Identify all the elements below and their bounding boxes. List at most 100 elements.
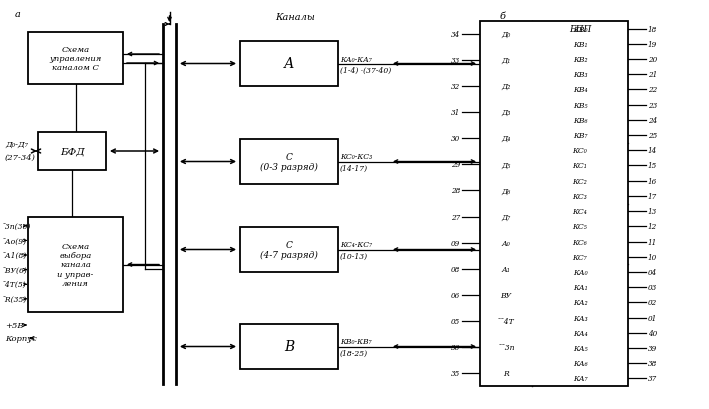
Text: 13: 13 — [648, 208, 657, 216]
Text: КВ₄: КВ₄ — [573, 86, 587, 94]
Text: R: R — [503, 369, 509, 377]
Text: 22: 22 — [648, 86, 657, 94]
Text: Корпус: Корпус — [5, 334, 37, 342]
Text: Д₇: Д₇ — [501, 213, 510, 221]
Text: 20: 20 — [648, 56, 657, 64]
Text: 28: 28 — [451, 187, 460, 195]
Bar — [240, 42, 338, 87]
Bar — [240, 139, 338, 184]
Text: 01: 01 — [648, 314, 657, 322]
Text: Д₅: Д₅ — [501, 161, 510, 169]
Text: КС₄: КС₄ — [573, 208, 587, 216]
Text: КС₀-КС₃: КС₀-КС₃ — [340, 153, 372, 161]
Text: А₀: А₀ — [502, 239, 510, 247]
Text: (10-13): (10-13) — [340, 252, 368, 260]
Text: ¯А1(8): ¯А1(8) — [2, 252, 28, 259]
Text: КА₂: КА₂ — [573, 299, 587, 307]
Text: 03: 03 — [648, 283, 657, 292]
Text: Каналы: Каналы — [275, 13, 315, 22]
Text: 29: 29 — [451, 161, 460, 169]
Text: 09: 09 — [451, 239, 460, 247]
Text: (1-4) ·(37-40): (1-4) ·(37-40) — [340, 66, 391, 74]
Text: Д₀: Д₀ — [501, 31, 510, 39]
Text: 19: 19 — [648, 41, 657, 49]
Text: 27: 27 — [451, 213, 460, 221]
Text: 34: 34 — [451, 31, 460, 39]
Text: 24: 24 — [648, 117, 657, 125]
Text: КА₆: КА₆ — [573, 360, 587, 367]
Bar — [240, 227, 338, 272]
Text: 30: 30 — [451, 135, 460, 143]
Text: Д₁: Д₁ — [501, 57, 510, 65]
Text: КС₃: КС₃ — [573, 192, 587, 200]
Text: 02: 02 — [648, 299, 657, 307]
Text: 10: 10 — [648, 253, 657, 261]
Text: 36: 36 — [451, 343, 460, 351]
Bar — [28, 218, 123, 312]
Text: 38: 38 — [648, 360, 657, 367]
Text: Д₃: Д₃ — [501, 109, 510, 117]
Text: ¯¯3п: ¯¯3п — [497, 343, 515, 351]
Text: 31: 31 — [451, 109, 460, 117]
Text: 16: 16 — [648, 177, 657, 185]
Text: ВУ: ВУ — [501, 291, 512, 299]
Text: (14-17): (14-17) — [340, 164, 368, 172]
Text: КВ₀-КВ₇: КВ₀-КВ₇ — [340, 338, 372, 346]
Text: БФД: БФД — [60, 147, 84, 156]
Text: Схема
управления
каналом С: Схема управления каналом С — [50, 46, 101, 72]
Bar — [480, 22, 628, 386]
Text: (18-25): (18-25) — [340, 348, 368, 357]
Text: КВ₆: КВ₆ — [573, 117, 587, 125]
Text: 35: 35 — [451, 369, 460, 377]
Text: ¯R(35): ¯R(35) — [2, 295, 28, 303]
Text: 23: 23 — [648, 101, 657, 109]
Text: С
(0-3 разряд): С (0-3 разряд) — [260, 152, 318, 172]
Text: 37: 37 — [648, 375, 657, 382]
Text: КС₆: КС₆ — [573, 238, 587, 246]
Text: 11: 11 — [648, 238, 657, 246]
Text: 17: 17 — [648, 192, 657, 200]
Text: КС₅: КС₅ — [573, 223, 587, 231]
Text: КС₄-КС₇: КС₄-КС₇ — [340, 241, 372, 249]
Text: ¯¯4Т: ¯¯4Т — [497, 317, 515, 325]
Text: Д₀-Д₇: Д₀-Д₇ — [5, 141, 28, 148]
Bar — [28, 33, 123, 85]
Text: КВ₅: КВ₅ — [573, 101, 587, 109]
Text: КВ₃: КВ₃ — [573, 71, 587, 79]
Text: 12: 12 — [648, 223, 657, 231]
Text: 33: 33 — [451, 57, 460, 65]
Text: 32: 32 — [451, 83, 460, 91]
Text: КВ₁: КВ₁ — [573, 41, 587, 49]
Text: А: А — [284, 57, 294, 71]
Text: 15: 15 — [648, 162, 657, 170]
Text: 21: 21 — [648, 71, 657, 79]
Text: КВ₀: КВ₀ — [573, 25, 587, 34]
Text: КА₁: КА₁ — [573, 283, 587, 292]
Text: КА₀-КА₇: КА₀-КА₇ — [340, 55, 372, 63]
Text: А₁: А₁ — [502, 265, 510, 273]
Text: ¯ВУ(6): ¯ВУ(6) — [2, 266, 28, 274]
Text: 06: 06 — [451, 291, 460, 299]
Text: 40: 40 — [648, 329, 657, 337]
Text: В: В — [284, 339, 294, 354]
Text: КА₃: КА₃ — [573, 314, 587, 322]
Text: КА₇: КА₇ — [573, 375, 587, 382]
Text: КВ₇: КВ₇ — [573, 132, 587, 140]
Bar — [240, 324, 338, 369]
Text: КС₂: КС₂ — [573, 177, 587, 185]
Text: Д₄: Д₄ — [501, 135, 510, 143]
Text: КС₁: КС₁ — [573, 162, 587, 170]
Text: 14: 14 — [648, 147, 657, 155]
Text: 04: 04 — [648, 268, 657, 276]
Text: ¯3п(36): ¯3п(36) — [2, 222, 31, 230]
Text: БПП: БПП — [569, 25, 591, 34]
Text: 08: 08 — [451, 265, 460, 273]
Text: 39: 39 — [648, 344, 657, 352]
Text: б: б — [500, 12, 506, 21]
Text: ¯Ао(9): ¯Ао(9) — [2, 237, 27, 245]
Text: 25: 25 — [648, 132, 657, 140]
Text: Схема
выбора
канала
и управ-
ления: Схема выбора канала и управ- ления — [57, 243, 94, 287]
Text: КА₀: КА₀ — [573, 268, 587, 276]
Text: КА₅: КА₅ — [573, 344, 587, 352]
Text: ¯4Т(5): ¯4Т(5) — [2, 281, 27, 288]
